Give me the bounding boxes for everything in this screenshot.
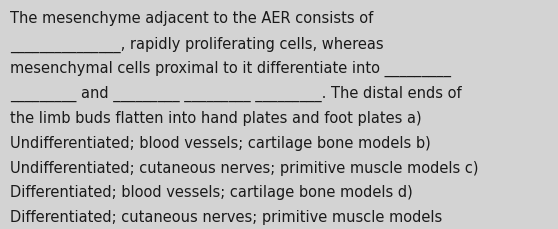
Text: Differentiated; cutaneous nerves; primitive muscle models: Differentiated; cutaneous nerves; primit… xyxy=(10,209,442,224)
Text: Undifferentiated; cutaneous nerves; primitive muscle models c): Undifferentiated; cutaneous nerves; prim… xyxy=(10,160,479,175)
Text: mesenchymal cells proximal to it differentiate into _________: mesenchymal cells proximal to it differe… xyxy=(10,61,451,77)
Text: the limb buds flatten into hand plates and foot plates a): the limb buds flatten into hand plates a… xyxy=(10,110,422,125)
Text: Differentiated; blood vessels; cartilage bone models d): Differentiated; blood vessels; cartilage… xyxy=(10,185,413,199)
Text: The mesenchyme adjacent to the AER consists of: The mesenchyme adjacent to the AER consi… xyxy=(10,11,373,26)
Text: _________ and _________ _________ _________. The distal ends of: _________ and _________ _________ ______… xyxy=(10,86,461,102)
Text: _______________, rapidly proliferating cells, whereas: _______________, rapidly proliferating c… xyxy=(10,36,384,52)
Text: Undifferentiated; blood vessels; cartilage bone models b): Undifferentiated; blood vessels; cartila… xyxy=(10,135,431,150)
